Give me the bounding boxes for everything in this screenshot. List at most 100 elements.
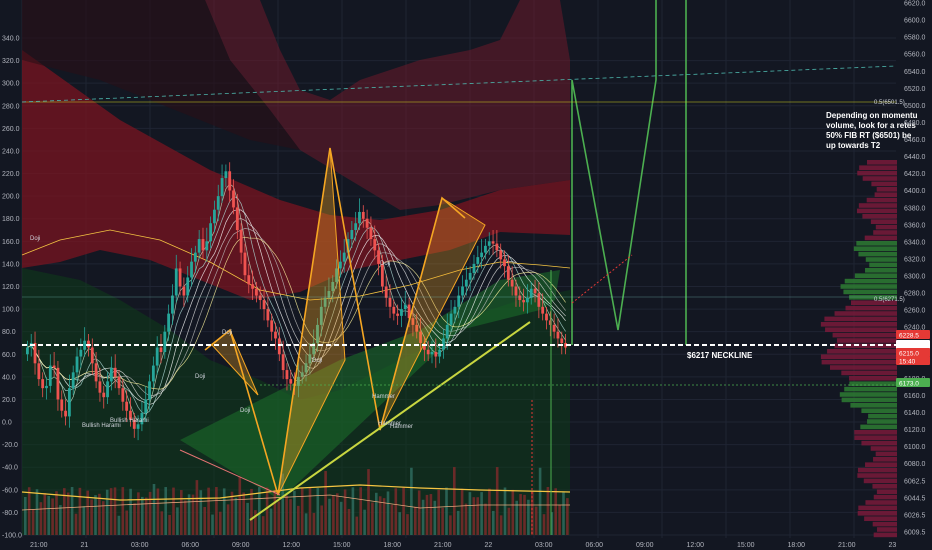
volume-bar: [554, 488, 557, 535]
profile-bar: [857, 511, 897, 516]
volume-bar: [300, 487, 304, 535]
profile-bar: [853, 246, 897, 251]
candle-body: [281, 354, 285, 371]
candle-body: [442, 338, 445, 350]
volume-bar: [414, 506, 417, 535]
profile-bar: [854, 435, 897, 440]
volume-bar: [519, 494, 522, 535]
volume-bar: [429, 494, 433, 535]
volume-bar: [320, 505, 323, 535]
candle-body: [308, 354, 312, 364]
candle-body: [373, 239, 377, 251]
left-tick: 0.0: [2, 420, 12, 427]
time-tick: 09:00: [636, 542, 654, 549]
candle-body: [384, 286, 388, 298]
profile-bar: [876, 187, 897, 192]
candle-body: [484, 245, 487, 253]
candle-body: [33, 342, 37, 364]
profile-bar: [841, 397, 897, 403]
volume-bar: [172, 487, 175, 535]
level-lines: [21, 65, 897, 386]
annotation-line-4: up towards T2: [826, 141, 881, 150]
volume-bar: [273, 489, 277, 535]
volume-bar: [324, 471, 327, 535]
time-axis[interactable]: 21:00 21 03:00 06:00 09:00 12:00 15:00 18:00 21:…: [0, 538, 932, 550]
volume-bar: [24, 497, 27, 535]
profile-bar: [876, 489, 897, 494]
candle-body: [457, 295, 461, 307]
ma-line: [27, 218, 566, 401]
candle-body: [564, 342, 567, 348]
volume-bar: [367, 469, 370, 535]
profile-bar: [862, 214, 897, 219]
volume-bar: [160, 511, 164, 535]
pattern-label: Hammer: [372, 394, 395, 400]
profile-bar: [869, 262, 897, 268]
volume-bar: [289, 499, 292, 535]
right-tick: 6120.0: [904, 427, 926, 434]
volume-bar: [375, 492, 378, 535]
pattern-label: Doji: [240, 408, 250, 414]
projection-path: [531, 0, 687, 535]
volume-bar: [460, 488, 464, 535]
candle-body: [453, 306, 457, 314]
volume-bar: [66, 492, 70, 535]
right-tick: 6360.0: [904, 222, 926, 229]
volume-bar: [538, 467, 542, 535]
right-tick: 6600.0: [904, 18, 926, 25]
volume-bar: [246, 502, 249, 535]
volume-bar: [144, 497, 148, 535]
volume-bar: [511, 489, 515, 535]
volume-bar: [449, 515, 452, 535]
candle-body: [468, 272, 472, 280]
profile-bar: [873, 230, 897, 235]
candle-body: [71, 372, 75, 389]
volume-bar: [180, 490, 183, 535]
volume-bar: [281, 473, 284, 535]
volume-bar: [168, 514, 171, 535]
profile-bar: [865, 268, 897, 273]
time-tick: 22: [485, 542, 493, 549]
profile-bar: [824, 316, 897, 322]
volume-bar: [35, 489, 39, 535]
profile-bar: [868, 413, 897, 419]
annotation-line-2: volume, look for a retes: [826, 121, 916, 130]
candle-body: [26, 347, 29, 355]
right-axis[interactable]: 6620.0 6600.0 6580.0 6560.0 6540.0 6520.0 6500…: [904, 1, 926, 537]
candle-body: [487, 241, 491, 246]
red-cloud: [22, 50, 570, 300]
volume-bar: [258, 487, 261, 535]
candle-body: [438, 349, 442, 357]
volume-bar: [113, 487, 117, 535]
volume-bar: [421, 499, 425, 535]
volume-bar: [445, 487, 448, 535]
volume-bar: [503, 487, 507, 535]
candle-body: [312, 342, 316, 355]
right-tick: 6560.0: [904, 52, 926, 59]
volume-bar: [347, 508, 351, 535]
profile-bar: [840, 284, 897, 289]
volume-bar: [312, 512, 316, 535]
candle-body: [56, 367, 60, 400]
volume-bar: [86, 490, 89, 535]
profile-bar: [875, 224, 897, 230]
right-tick: 6400.0: [904, 188, 926, 195]
profile-bar: [862, 176, 897, 181]
volume-bar: [222, 488, 226, 535]
volume-bar: [31, 509, 35, 535]
left-tick: 40.0: [2, 374, 16, 381]
candle-body: [400, 309, 403, 316]
profile-bar: [866, 160, 897, 165]
time-axis-bg: [0, 538, 932, 550]
candle-body: [289, 379, 293, 384]
price-tag-label: 15:40: [899, 359, 916, 366]
volume-bar: [98, 493, 101, 535]
candle-body: [64, 410, 67, 417]
candle-body: [297, 376, 300, 386]
candles: [26, 162, 567, 441]
candle-body: [140, 413, 144, 425]
red-cloud-upper: [205, 0, 570, 210]
left-tick: 100.0: [2, 307, 20, 314]
right-tick: 6440.0: [904, 154, 926, 161]
